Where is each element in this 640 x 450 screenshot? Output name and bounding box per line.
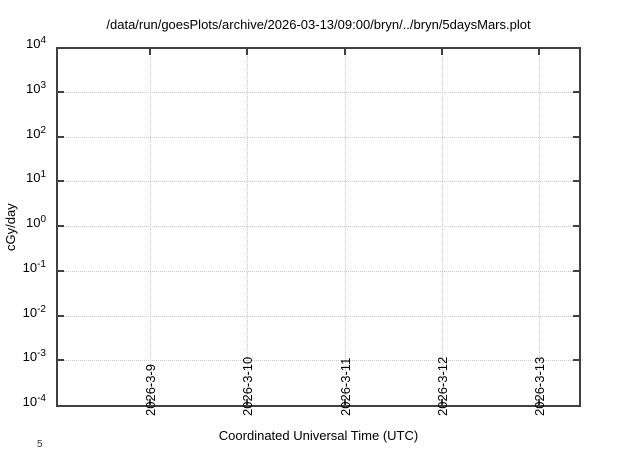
- plot-area: [56, 47, 581, 407]
- x-tick-bottom: [149, 399, 151, 405]
- y-tick-exponent: 0: [40, 214, 46, 225]
- plot-title: /data/run/goesPlots/archive/2026-03-13/0…: [106, 17, 531, 32]
- y-gridline: [58, 271, 579, 272]
- y-tick-right: [573, 91, 579, 93]
- y-tick-exponent: -4: [37, 393, 46, 404]
- y-tick-exponent: -1: [37, 259, 46, 270]
- y-tick-label: 10-4: [0, 394, 46, 410]
- y-tick-exponent: 2: [40, 125, 46, 136]
- y-tick-label: 10-1: [0, 260, 46, 276]
- x-axis-label: Coordinated Universal Time (UTC): [218, 428, 419, 443]
- y-gridline: [58, 360, 579, 361]
- y-tick-right: [573, 136, 579, 138]
- x-tick-top: [246, 49, 248, 55]
- y-tick-right: [573, 180, 579, 182]
- partial-text-fragment: 5: [37, 439, 43, 450]
- y-tick-base: 10: [25, 170, 41, 185]
- y-tick-left: [58, 225, 64, 227]
- y-gridline: [58, 181, 579, 182]
- y-tick-right: [573, 315, 579, 317]
- y-tick-label: 104: [0, 36, 46, 52]
- x-tick-top: [441, 49, 443, 55]
- x-tick-label: 2026-3-12: [435, 356, 450, 416]
- x-tick-top: [344, 49, 346, 55]
- x-gridline: [247, 49, 248, 405]
- x-gridline: [442, 49, 443, 405]
- y-tick-base: 10: [25, 36, 41, 51]
- x-gridline: [150, 49, 151, 405]
- y-tick-base: 10: [25, 215, 41, 230]
- y-tick-base: 10: [22, 305, 38, 320]
- y-tick-left: [58, 315, 64, 317]
- x-tick-label: 2026-3-13: [532, 356, 547, 416]
- y-gridline: [58, 316, 579, 317]
- y-tick-right: [573, 359, 579, 361]
- y-gridline: [58, 226, 579, 227]
- x-tick-bottom: [441, 399, 443, 405]
- y-tick-left: [58, 359, 64, 361]
- y-tick-exponent: 4: [40, 35, 46, 46]
- y-gridline: [58, 137, 579, 138]
- y-tick-exponent: 3: [40, 80, 46, 91]
- y-tick-label: 10-3: [0, 349, 46, 365]
- y-tick-base: 10: [22, 394, 38, 409]
- y-tick-base: 10: [22, 260, 38, 275]
- y-tick-left: [58, 136, 64, 138]
- x-tick-label: 2026-3-11: [338, 357, 353, 416]
- x-tick-top: [538, 49, 540, 55]
- y-tick-exponent: 1: [40, 169, 46, 180]
- y-tick-left: [58, 270, 64, 272]
- x-tick-top: [149, 49, 151, 55]
- x-tick-label: 2026-3-10: [240, 356, 255, 416]
- y-tick-base: 10: [25, 81, 41, 96]
- x-tick-bottom: [246, 399, 248, 405]
- x-tick-label: 2026-3-9: [143, 363, 158, 416]
- y-tick-label: 102: [0, 126, 46, 142]
- y-tick-left: [58, 91, 64, 93]
- y-tick-base: 10: [22, 349, 38, 364]
- y-tick-label: 10-2: [0, 305, 46, 321]
- x-tick-bottom: [344, 399, 346, 405]
- y-tick-label: 103: [0, 81, 46, 97]
- y-tick-base: 10: [25, 126, 41, 141]
- y-tick-exponent: -3: [37, 348, 46, 359]
- y-tick-right: [573, 270, 579, 272]
- y-tick-label: 100: [0, 215, 46, 231]
- y-tick-label: 101: [0, 170, 46, 186]
- x-gridline: [345, 49, 346, 405]
- y-tick-exponent: -2: [37, 304, 46, 315]
- y-gridline: [58, 92, 579, 93]
- x-tick-bottom: [538, 399, 540, 405]
- x-gridline: [539, 49, 540, 405]
- y-tick-right: [573, 225, 579, 227]
- y-tick-left: [58, 180, 64, 182]
